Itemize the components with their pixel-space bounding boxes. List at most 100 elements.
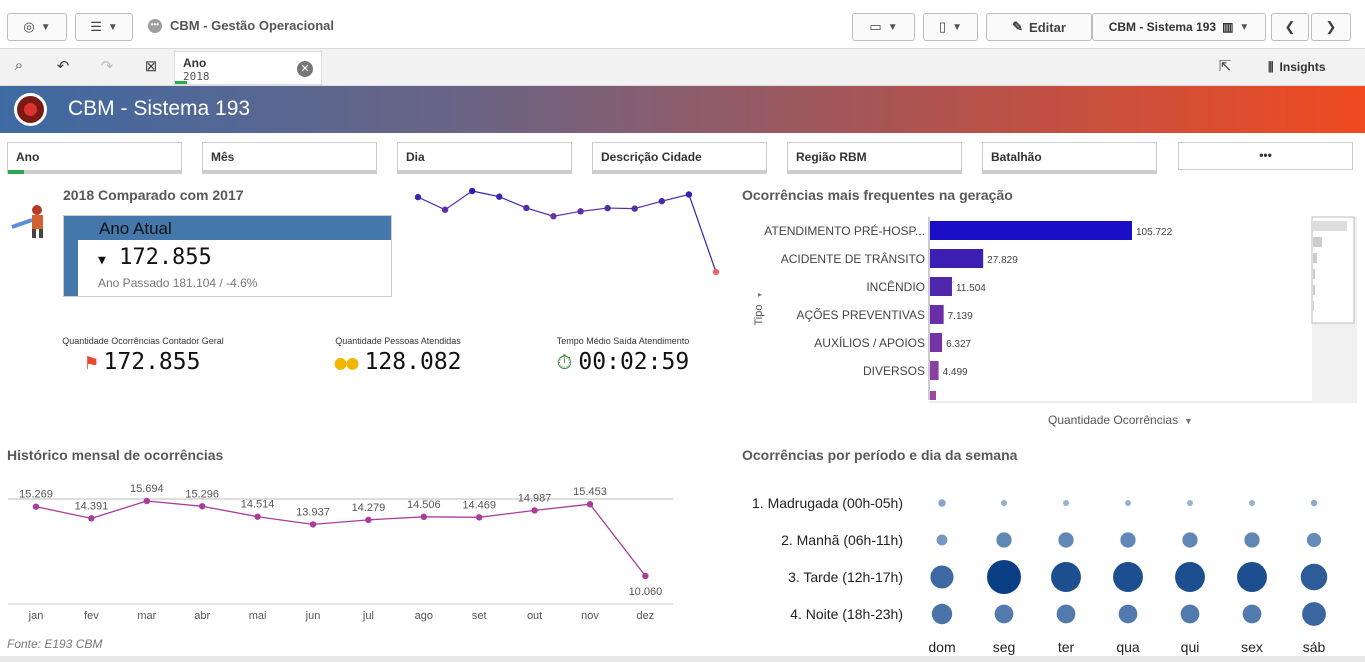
period-bubble[interactable]: [1063, 500, 1069, 506]
period-bubble[interactable]: [1182, 532, 1198, 548]
step-back-icon[interactable]: ↶: [56, 58, 70, 75]
sparkline-point[interactable]: [631, 205, 638, 212]
step-forward-icon[interactable]: ↷: [100, 58, 114, 75]
period-bubble[interactable]: [936, 534, 948, 546]
kpi-label: Quantidade Pessoas Atendidas: [335, 336, 461, 346]
period-bubble[interactable]: [1125, 500, 1131, 506]
sparkline-point[interactable]: [685, 191, 693, 198]
line-point[interactable]: [88, 515, 95, 522]
dimension-label[interactable]: Tipo: [753, 305, 765, 326]
period-bubble[interactable]: [1001, 500, 1007, 506]
sparkline-chart[interactable]: [400, 180, 730, 285]
monthly-line-chart[interactable]: 15.269 jan 14.391 fev 15.694 mar 15.296 abr 14.5…: [0, 470, 690, 630]
period-bubble[interactable]: [1300, 563, 1328, 591]
filter-1[interactable]: Mês: [202, 142, 377, 174]
filter-status-bar: [788, 170, 961, 174]
sparkline-point[interactable]: [523, 204, 530, 212]
period-bubble[interactable]: [1237, 562, 1267, 592]
period-bubble[interactable]: [1118, 604, 1138, 624]
previous-sheet-button[interactable]: ❮: [1271, 13, 1309, 41]
sparkline-point[interactable]: [604, 204, 611, 212]
kpi-1[interactable]: Quantidade Pessoas Atendidas ●● 128.082: [298, 336, 498, 375]
period-bubble[interactable]: [1249, 500, 1255, 506]
close-icon[interactable]: ✕: [297, 61, 313, 77]
next-sheet-button[interactable]: ❯: [1311, 13, 1351, 41]
app-icon: •••: [148, 18, 162, 33]
period-bubble[interactable]: [994, 604, 1014, 624]
navigation-menu-button[interactable]: ◎ ▼: [7, 13, 67, 41]
period-bubble[interactable]: [1306, 532, 1322, 548]
bar-partial[interactable]: [930, 391, 936, 400]
bar[interactable]: [930, 221, 1132, 240]
sparkline-point[interactable]: [441, 206, 449, 213]
period-bubble-chart[interactable]: 1. Madrugada (00h-05h) 2. Manhã (06h-11h)…: [742, 478, 1357, 658]
kpi-2[interactable]: Tempo Médio Saída Atendimento ⏱ 00:02:59: [523, 336, 723, 375]
bar[interactable]: [930, 249, 984, 268]
line-point[interactable]: [199, 503, 206, 510]
line-point[interactable]: [32, 503, 40, 510]
present-button[interactable]: ▭ ▼: [852, 13, 915, 41]
line-point[interactable]: [642, 572, 649, 580]
frequent-bar-chart[interactable]: Tipo ▸ ATENDIMENTO PRÉ-HOSP... 105.722 ACIDE…: [742, 205, 1357, 437]
line-point[interactable]: [254, 513, 261, 520]
selection-tool-icon[interactable]: ⇱: [1218, 58, 1232, 75]
source-note: Fonte: E193 CBM: [7, 637, 103, 651]
period-bubble[interactable]: [1056, 604, 1076, 624]
sparkline-point[interactable]: [414, 193, 422, 201]
period-bubble[interactable]: [1120, 532, 1136, 548]
selections-bar: ⌕ ↶ ↷ ⊠ Ano 2018 ✕ ⇱ ⫼ Insights: [0, 49, 1365, 86]
line-point[interactable]: [365, 516, 372, 524]
point-value-label: 14.514: [241, 499, 275, 511]
filter-4[interactable]: Região RBM: [787, 142, 962, 174]
period-bubble[interactable]: [1113, 562, 1143, 592]
sparkline-point[interactable]: [658, 197, 666, 205]
edit-button[interactable]: ✎ Editar: [986, 13, 1092, 41]
more-filters-button[interactable]: •••: [1178, 142, 1353, 170]
list-menu-button[interactable]: ☰ ▼: [75, 13, 133, 41]
period-bubble[interactable]: [1242, 604, 1262, 624]
year-comparison-kpi[interactable]: Ano Atual ▼ 172.855 Ano Passado 181.104 …: [63, 215, 392, 297]
insights-button[interactable]: ⫼ Insights: [1268, 60, 1326, 74]
sparkline-point[interactable]: [468, 187, 476, 195]
period-bubble[interactable]: [996, 532, 1012, 548]
sparkline-point[interactable]: [496, 193, 503, 200]
filter-0[interactable]: Ano: [7, 142, 182, 174]
line-point[interactable]: [476, 514, 483, 521]
selection-chip-ano[interactable]: Ano 2018 ✕: [174, 51, 322, 85]
sparkline-point[interactable]: [577, 208, 584, 215]
bar[interactable]: [930, 305, 944, 324]
sparkline-point[interactable]: [550, 213, 557, 220]
smart-search-icon[interactable]: ⌕: [14, 57, 24, 74]
period-bubble[interactable]: [1302, 602, 1326, 626]
period-bubble[interactable]: [1310, 499, 1318, 507]
bar[interactable]: [930, 361, 939, 380]
kpi-0[interactable]: Quantidade Ocorrências Contador Geral ⚑ 17…: [43, 336, 243, 375]
period-bubble[interactable]: [1051, 562, 1081, 592]
period-bubble[interactable]: [938, 499, 946, 507]
sparkline-point[interactable]: [712, 268, 720, 276]
period-bubble[interactable]: [1175, 562, 1205, 592]
period-bubble[interactable]: [930, 565, 954, 589]
period-bubble[interactable]: [1244, 532, 1260, 548]
filter-5[interactable]: Batalhão: [982, 142, 1157, 174]
line-point[interactable]: [586, 501, 594, 508]
mini-chart[interactable]: [1311, 216, 1355, 324]
filter-3[interactable]: Descrição Cidade: [592, 142, 767, 174]
clear-selections-icon[interactable]: ⊠: [144, 58, 158, 75]
period-bubble[interactable]: [1187, 500, 1193, 506]
bar[interactable]: [930, 277, 952, 296]
sheet-selector[interactable]: CBM - Sistema 193 ▥ ▼: [1092, 13, 1266, 41]
line-point[interactable]: [143, 497, 150, 505]
period-bubble[interactable]: [987, 560, 1021, 594]
bar[interactable]: [930, 333, 943, 352]
line-point[interactable]: [309, 521, 317, 528]
line-segment: [534, 503, 591, 512]
filter-2[interactable]: Dia: [397, 142, 572, 174]
measure-label[interactable]: Quantidade Ocorrências: [1048, 413, 1178, 427]
line-point[interactable]: [420, 513, 427, 521]
bookmark-button[interactable]: ▯ ▼: [923, 13, 978, 41]
period-bubble[interactable]: [931, 603, 953, 625]
period-bubble[interactable]: [1180, 604, 1200, 624]
period-bubble[interactable]: [1058, 532, 1074, 548]
line-point[interactable]: [531, 507, 538, 514]
